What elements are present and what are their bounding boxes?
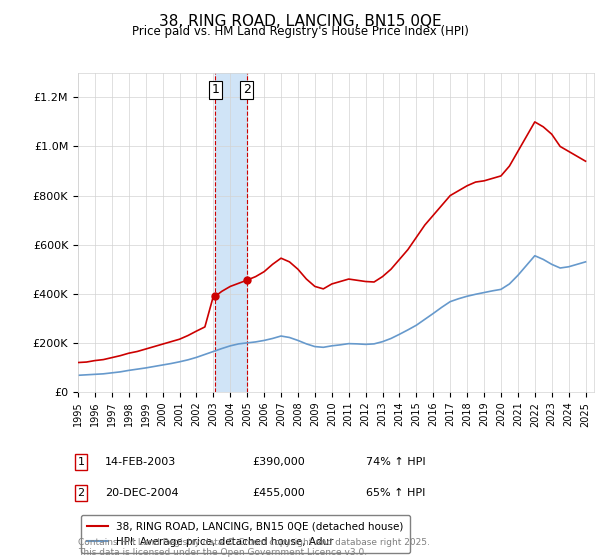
Legend: 38, RING ROAD, LANCING, BN15 0QE (detached house), HPI: Average price, detached : 38, RING ROAD, LANCING, BN15 0QE (detach…: [80, 515, 410, 553]
Text: £390,000: £390,000: [252, 457, 305, 467]
Text: 38, RING ROAD, LANCING, BN15 0QE: 38, RING ROAD, LANCING, BN15 0QE: [158, 14, 442, 29]
Text: Price paid vs. HM Land Registry's House Price Index (HPI): Price paid vs. HM Land Registry's House …: [131, 25, 469, 38]
Text: 2: 2: [77, 488, 85, 498]
Text: Contains HM Land Registry data © Crown copyright and database right 2025.
This d: Contains HM Land Registry data © Crown c…: [78, 538, 430, 557]
Text: 65% ↑ HPI: 65% ↑ HPI: [366, 488, 425, 498]
Text: 20-DEC-2004: 20-DEC-2004: [105, 488, 179, 498]
Text: 2: 2: [243, 83, 251, 96]
Bar: [215, 73, 247, 392]
Text: 1: 1: [77, 457, 85, 467]
Text: 1: 1: [211, 83, 220, 96]
Text: £455,000: £455,000: [252, 488, 305, 498]
Text: 74% ↑ HPI: 74% ↑ HPI: [366, 457, 425, 467]
Text: 14-FEB-2003: 14-FEB-2003: [105, 457, 176, 467]
